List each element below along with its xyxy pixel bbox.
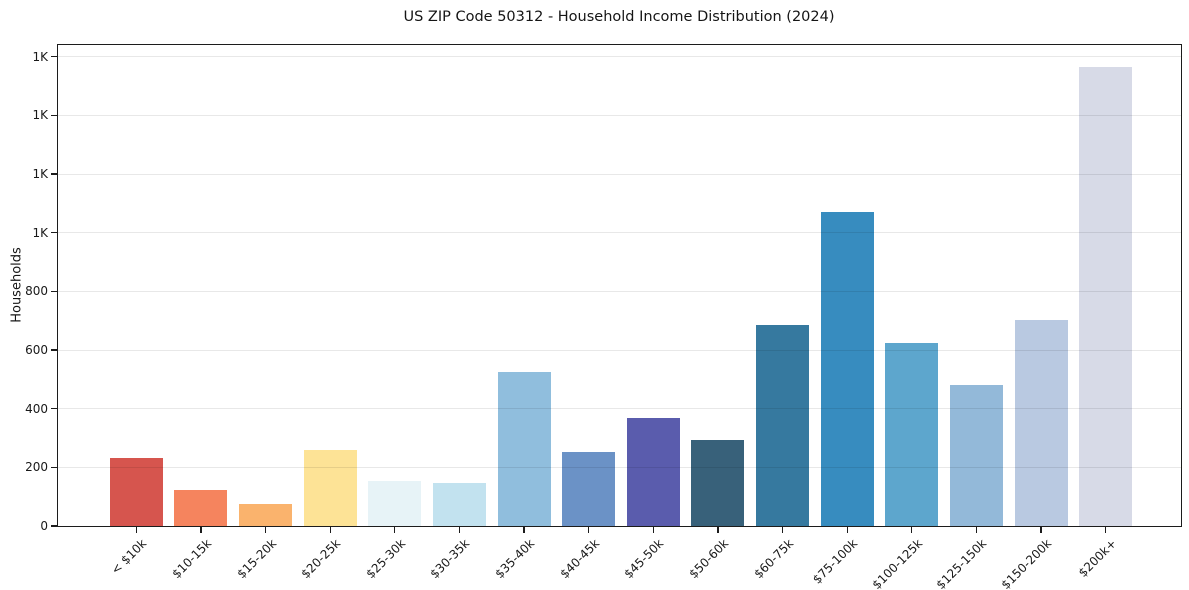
bar	[303, 449, 357, 526]
x-tick-label: $60-75k	[750, 536, 796, 582]
y-tick-label: 200	[25, 460, 48, 475]
y-tick-label: 600	[25, 343, 48, 358]
y-tick-mark	[51, 349, 57, 351]
x-tick-label: $40-45k	[557, 536, 602, 582]
x-tick-label: $200k+	[1075, 536, 1119, 580]
x-tick-label: $150-200k	[998, 536, 1055, 590]
x-tick-mark	[458, 527, 461, 533]
x-tick-label: $30-35k	[427, 536, 473, 582]
x-tick-mark	[135, 527, 137, 533]
y-tick-mark	[51, 290, 57, 292]
x-tick-mark	[781, 527, 784, 533]
x-tick-mark	[588, 527, 590, 533]
bar	[949, 384, 1003, 526]
x-tick-label: $50-60k	[686, 536, 732, 582]
y-tick-mark	[51, 232, 57, 234]
x-tick-mark	[652, 527, 654, 533]
y-tick-label: 400	[25, 401, 48, 416]
y-tick-mark	[51, 114, 57, 117]
x-tick-mark	[523, 527, 525, 533]
y-tick-mark	[51, 56, 57, 58]
bar	[1079, 66, 1133, 526]
x-tick-mark	[911, 527, 913, 533]
x-tick-mark	[975, 527, 978, 533]
bar	[1014, 320, 1068, 526]
y-tick-mark	[51, 525, 57, 527]
bar	[885, 342, 939, 526]
x-tick-label: $75-100k	[810, 536, 861, 587]
x-tick-label: < $10k	[108, 536, 150, 578]
y-tick-label: 0	[40, 519, 48, 533]
x-tick-label: $35-40k	[492, 536, 538, 582]
y-tick-mark	[51, 408, 57, 410]
y-tick-mark	[51, 173, 57, 175]
bar	[756, 325, 810, 526]
x-tick-label: $100-125k	[869, 536, 926, 590]
x-tick-mark	[200, 527, 202, 533]
bar	[497, 372, 551, 526]
bar	[368, 480, 422, 526]
bar	[626, 417, 680, 526]
x-tick-mark	[717, 527, 719, 533]
x-tick-label: $45-50k	[621, 536, 667, 582]
x-tick-mark	[394, 527, 396, 533]
x-tick-label: $25-30k	[363, 536, 409, 582]
y-tick-label: 1K	[32, 49, 48, 64]
x-tick-mark	[329, 527, 331, 533]
x-tick-label: $125-150k	[933, 536, 990, 590]
x-tick-mark	[264, 527, 267, 533]
bar	[239, 504, 293, 526]
bar	[109, 457, 163, 526]
y-tick-label: 1K	[32, 167, 48, 182]
y-tick-mark	[51, 466, 57, 468]
bar	[820, 211, 874, 526]
chart-title: US ZIP Code 50312 - Household Income Dis…	[403, 9, 835, 25]
x-tick-label: $20-25k	[298, 536, 344, 582]
bar	[691, 440, 745, 526]
bar	[562, 452, 616, 526]
x-tick-mark	[1040, 527, 1042, 533]
y-tick-label: 800	[25, 284, 48, 299]
x-tick-label: $15-20k	[233, 536, 279, 582]
x-tick-mark	[846, 527, 848, 533]
y-tick-label: 1K	[32, 108, 48, 123]
y-tick-label: 1K	[32, 225, 48, 240]
x-tick-label: $10-15k	[169, 536, 215, 582]
x-tick-mark	[1105, 527, 1107, 533]
bar	[432, 483, 486, 526]
bar	[174, 489, 228, 526]
